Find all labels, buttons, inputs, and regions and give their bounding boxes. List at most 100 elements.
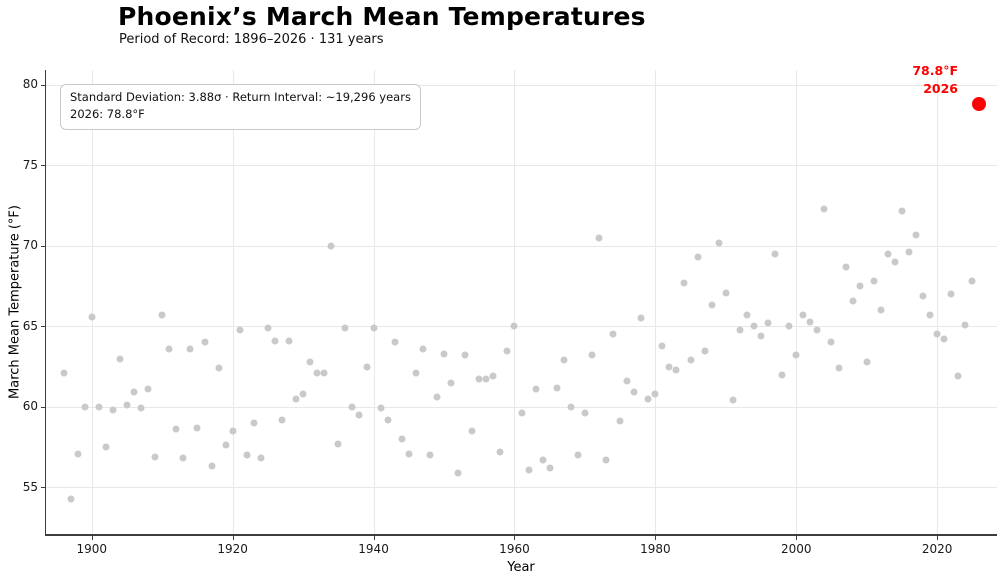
data-point [898, 207, 906, 214]
data-point [954, 372, 962, 380]
y-tick [40, 487, 45, 489]
data-point [165, 345, 173, 353]
x-axis-line [44, 534, 997, 536]
y-tick [40, 406, 45, 408]
data-point [567, 403, 575, 411]
data-point [757, 332, 765, 340]
highlight-temp-label: 78.8°F [912, 63, 958, 78]
data-point [419, 345, 427, 353]
data-point [785, 322, 793, 330]
data-point [616, 417, 624, 425]
data-point [602, 456, 610, 464]
stats-annotation-box: Standard Deviation: 3.88σ · Return Inter… [60, 84, 421, 130]
data-point [250, 419, 258, 427]
data-point [708, 301, 716, 309]
data-point [912, 231, 920, 239]
data-point [940, 335, 948, 343]
y-axis-label: March Mean Temperature (°F) [7, 205, 23, 399]
data-point [905, 248, 913, 256]
x-tick-label: 1900 [76, 542, 108, 556]
h-gridline [46, 165, 997, 167]
data-point [750, 322, 758, 330]
data-point [193, 424, 201, 432]
data-point [658, 342, 666, 350]
data-point [384, 416, 392, 424]
data-point [771, 250, 779, 258]
data-point [933, 330, 941, 338]
data-point [532, 385, 540, 393]
highlight-year-label: 2026 [923, 80, 958, 96]
data-point [222, 441, 230, 449]
y-tick-label: 55 [22, 479, 38, 494]
data-point [863, 358, 871, 366]
data-point [849, 297, 857, 305]
data-point [377, 404, 385, 412]
v-gridline [514, 70, 516, 534]
data-point [130, 388, 138, 396]
data-point [496, 448, 504, 456]
y-tick-label: 65 [22, 318, 38, 333]
data-point [137, 404, 145, 412]
x-tick [796, 535, 798, 540]
data-point [229, 427, 237, 435]
data-point [243, 451, 251, 459]
data-point [461, 351, 469, 359]
data-point [151, 453, 159, 461]
data-point [961, 321, 969, 329]
data-point [208, 462, 216, 470]
data-point [412, 369, 420, 377]
data-point [701, 347, 709, 355]
data-point [186, 345, 194, 353]
data-point [609, 330, 617, 338]
data-point [405, 450, 413, 458]
x-tick [373, 535, 375, 540]
data-point [813, 326, 821, 334]
h-gridline [46, 326, 997, 328]
x-tick-label: 1920 [217, 542, 248, 556]
data-point [489, 372, 497, 380]
y-axis-line [44, 70, 46, 536]
data-point [292, 395, 300, 403]
x-tick [514, 535, 516, 540]
data-point [334, 440, 342, 448]
data-point [680, 279, 688, 287]
x-axis-label: Year [507, 560, 535, 575]
data-point [370, 324, 378, 332]
x-tick [91, 535, 93, 540]
data-point [870, 277, 878, 285]
data-point [510, 322, 518, 330]
data-point [215, 364, 223, 372]
data-point [947, 290, 955, 298]
data-point [426, 451, 434, 459]
y-tick-label: 60 [22, 399, 38, 414]
data-point [792, 351, 800, 359]
data-point [158, 311, 166, 319]
data-point [172, 425, 180, 433]
data-point [799, 311, 807, 319]
data-point [88, 313, 96, 321]
data-point [123, 401, 131, 409]
h-gridline [46, 406, 997, 408]
data-point [630, 388, 638, 396]
y-tick [40, 165, 45, 167]
data-point [179, 454, 187, 462]
data-point [327, 242, 335, 250]
y-tick [40, 84, 45, 86]
data-point [623, 377, 631, 385]
data-point [144, 385, 152, 393]
data-point [102, 443, 110, 451]
data-point [778, 371, 786, 379]
data-point [518, 409, 525, 417]
x-tick [232, 535, 234, 540]
data-point [355, 411, 363, 419]
data-point [581, 409, 589, 417]
data-point [743, 311, 751, 319]
y-tick-label: 75 [22, 157, 38, 172]
h-gridline [46, 245, 997, 247]
highlight-label: 78.8°F 2026 [912, 62, 958, 98]
data-point [877, 306, 885, 314]
data-point [835, 364, 842, 372]
x-tick-label: 1960 [499, 542, 530, 556]
data-point [672, 366, 680, 374]
